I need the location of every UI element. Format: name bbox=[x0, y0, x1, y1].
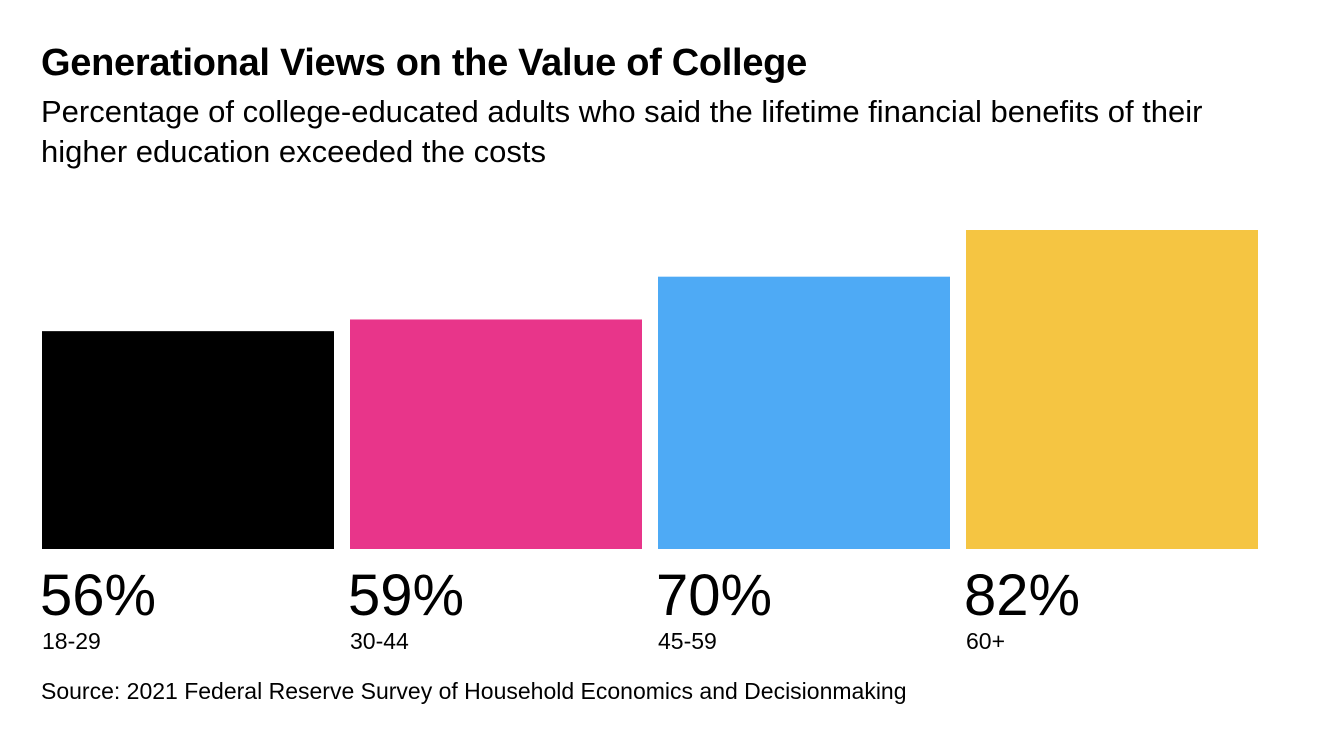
chart-subtitle: Percentage of college-educated adults wh… bbox=[41, 94, 1203, 169]
value-label-45-59: 70% bbox=[656, 563, 772, 628]
category-label-45-59: 45-59 bbox=[658, 628, 717, 654]
bar-30-44 bbox=[350, 319, 642, 549]
category-label-18-29: 18-29 bbox=[42, 628, 101, 654]
category-label-60+: 60+ bbox=[966, 628, 1005, 654]
value-label-30-44: 59% bbox=[348, 563, 464, 628]
chart-title: Generational Views on the Value of Colle… bbox=[41, 42, 807, 84]
bar-60+ bbox=[966, 230, 1258, 549]
bar-45-59 bbox=[658, 276, 950, 549]
value-label-60+: 82% bbox=[964, 563, 1080, 628]
bar-18-29 bbox=[42, 331, 334, 549]
category-label-30-44: 30-44 bbox=[350, 628, 409, 654]
source-note: Source: 2021 Federal Reserve Survey of H… bbox=[41, 678, 907, 704]
value-label-18-29: 56% bbox=[40, 563, 156, 628]
